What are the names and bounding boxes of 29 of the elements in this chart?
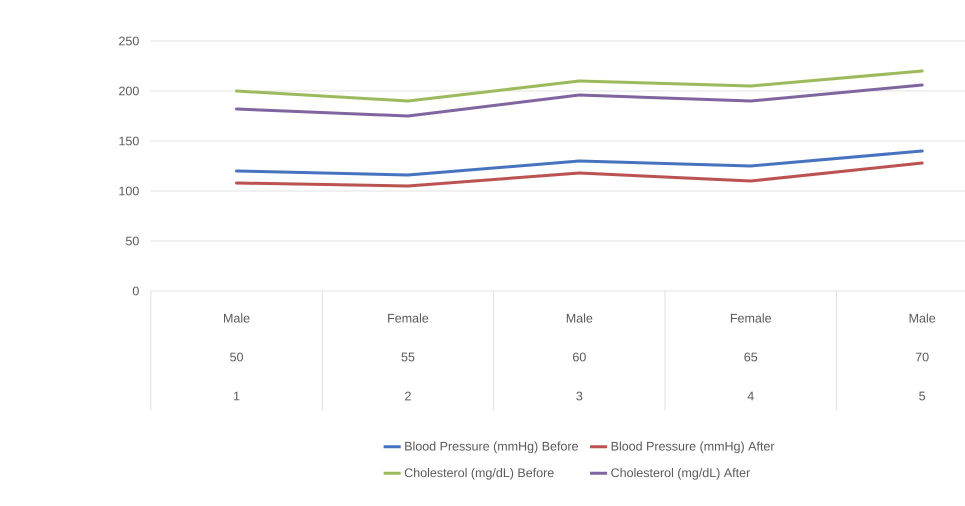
x-tick-label: Female bbox=[730, 313, 772, 323]
line-series bbox=[235, 150, 924, 176]
text: 65 bbox=[744, 352, 758, 362]
line-series bbox=[235, 83, 924, 118]
x-tick-label: Male bbox=[224, 313, 250, 323]
text: 2 bbox=[405, 392, 411, 400]
text: 3 bbox=[576, 392, 582, 400]
y-tick-label: 250 bbox=[119, 36, 139, 46]
legend-label: Blood Pressure (mmHg) Before bbox=[405, 441, 578, 454]
text: 5 bbox=[919, 392, 926, 400]
line-series bbox=[235, 162, 924, 188]
text: 50 bbox=[230, 352, 243, 362]
text: 60 bbox=[573, 352, 586, 362]
text: 1 bbox=[234, 392, 240, 400]
text: 70 bbox=[916, 352, 929, 362]
line-series bbox=[235, 69, 924, 102]
legend-label: Blood Pressure (mmHg) After bbox=[612, 441, 774, 454]
y-tick-label: 100 bbox=[119, 186, 139, 196]
x-tick-label: Male bbox=[566, 313, 592, 323]
y-tick-label: 150 bbox=[119, 136, 139, 146]
text: 55 bbox=[401, 352, 414, 362]
text: 4 bbox=[748, 392, 754, 400]
x-tick-label: Female bbox=[388, 313, 428, 323]
x-tick-label: Male bbox=[910, 313, 936, 323]
legend-label: Cholesterol (mg/dL) After bbox=[611, 468, 750, 480]
y-tick-label: 50 bbox=[126, 236, 139, 246]
y-tick-label: 200 bbox=[119, 86, 139, 96]
legend-label: Cholesterol (mg/dL) Before bbox=[404, 468, 554, 480]
y-tick-label: 0 bbox=[132, 286, 139, 296]
